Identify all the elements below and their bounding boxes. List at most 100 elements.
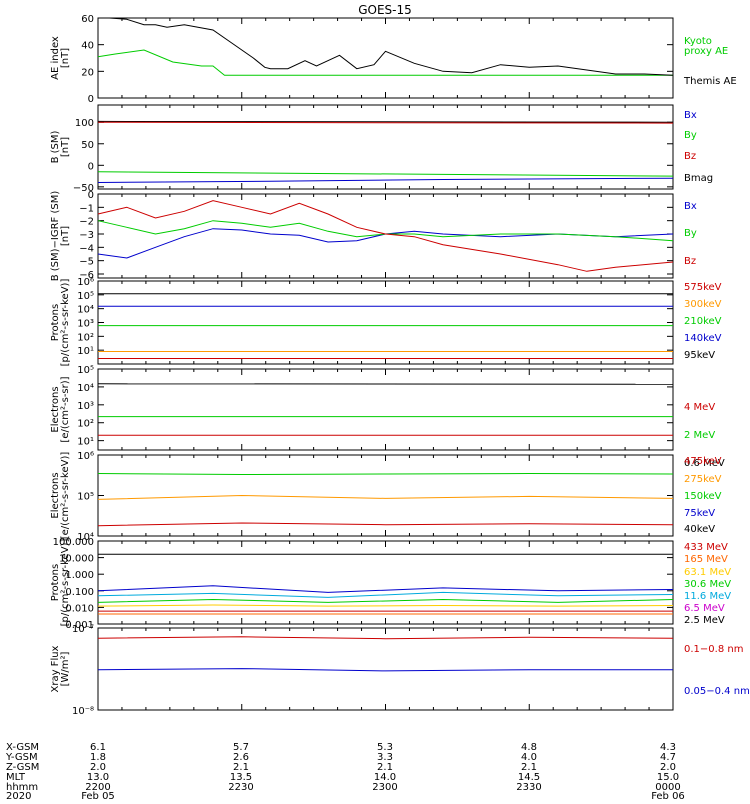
x-axis-value: 1.8 (90, 752, 106, 763)
y-tick-label: 10² (77, 332, 94, 343)
y-axis-label: [W/m²] (60, 651, 71, 686)
panel-4: 10¹ 10² 10³ 10⁴ 10⁵ 10⁶ Protons [p/(cm²-s-sr-ke… (50, 277, 722, 366)
legend-entry: 275keV (684, 474, 722, 485)
x-axis-value: 13.5 (230, 772, 252, 783)
x-axis-value: 2200 (85, 782, 110, 793)
x-axis-value: 13.0 (87, 772, 109, 783)
panel-3: −6 −5 −4 −3 −2 −1 0 B (SM)−IGRF (SM) [nT] Bx By Bz (50, 190, 697, 281)
legend-entry: Kyoto (684, 36, 712, 47)
chart-title: GOES-15 (358, 3, 412, 17)
y-tick-label: 20 (81, 67, 94, 78)
y-tick-label: 10⁻⁷ (72, 624, 94, 635)
y-tick-label: 40 (81, 41, 94, 52)
series-line-6-3 (97, 472, 674, 476)
y-tick-label: −4 (79, 243, 94, 254)
y-tick-label: 10¹ (77, 437, 94, 448)
y-tick-label: 10³ (77, 401, 94, 412)
series-line-5-3 (97, 383, 674, 385)
y-axis-label: B (SM) (50, 130, 61, 163)
legend-entry: 4 MeV (684, 402, 715, 413)
x-axis-value: 2.0 (90, 762, 106, 773)
panel-frame (97, 17, 674, 99)
y-tick-label: 60 (81, 14, 94, 25)
y-tick-label: 0.100 (65, 587, 94, 598)
panel-7: 0.001 0.010 0.100 1.000 10.000 100.000 Protons… (50, 537, 731, 631)
legend-entry: 0.05−0.4 nm (684, 686, 750, 697)
y-tick-label: 100.000 (53, 537, 94, 548)
panel-frame (97, 104, 674, 190)
x-axis-value: 4.0 (521, 752, 537, 763)
legend-entry: Bz (684, 151, 696, 162)
y-tick-label: −1 (79, 203, 94, 214)
legend-entry: 575keV (684, 282, 722, 293)
x-row-label: MLT (6, 772, 26, 783)
series-line-1-1 (97, 49, 673, 76)
x-axis-value: 2300 (372, 782, 397, 793)
y-tick-label: 10⁵ (77, 492, 94, 503)
x-axis-value: Feb 06 (651, 791, 685, 800)
legend-entry: By (684, 228, 697, 239)
y-tick-label: 10⁵ (77, 365, 94, 376)
x-axis-value: 2330 (516, 782, 541, 793)
series-line-3-1 (97, 228, 674, 259)
y-tick-label: 10³ (77, 319, 94, 330)
legend-entry: 0.1−0.8 nm (684, 644, 743, 655)
legend-entry: 95keV (684, 350, 715, 361)
y-tick-label: 50 (81, 140, 94, 151)
legend-entry: 0.6 MeV (684, 458, 725, 469)
x-axis-value: 2.1 (377, 762, 393, 773)
y-axis-label: [p/(cm²-s-sr-keV)] (60, 539, 71, 627)
y-tick-label: 0 (88, 161, 94, 172)
legend-entry: 30.6 MeV (684, 579, 731, 590)
series-line-2-1 (97, 120, 674, 123)
x-axis-value: 2.6 (233, 752, 249, 763)
legend-entry: Themis AE (683, 76, 737, 87)
y-axis-label: B (SM)−IGRF (SM) (50, 191, 61, 282)
y-tick-label: 10.000 (59, 554, 94, 565)
panel-8: 10⁻⁸ 10⁻⁷ Xray Flux [W/m²] 0.1−0.8 nm 0.05−0.… (50, 624, 750, 717)
legend-entry: 63.1 MeV (684, 567, 731, 578)
x-axis-value: 14.0 (374, 772, 396, 783)
x-axis-value: 14.5 (518, 772, 540, 783)
legend-entry: 210keV (684, 316, 722, 327)
legend-entry: Bz (684, 256, 696, 267)
y-tick-label: 10⁵ (77, 291, 94, 302)
x-axis-value: 0000 (655, 782, 680, 793)
y-tick-label: 10⁴ (77, 383, 94, 394)
y-axis-label: Protons (50, 564, 61, 601)
legend-entry: 40keV (684, 524, 715, 535)
legend-entry: 2 MeV (684, 430, 715, 441)
legend-entry: proxy AE (684, 46, 728, 57)
series-line-7-4 (97, 598, 674, 603)
y-tick-label: 10² (77, 419, 94, 430)
y-tick-label: −5 (79, 257, 94, 268)
x-row-label: X-GSM (6, 742, 39, 753)
x-axis-value: 4.3 (660, 742, 676, 753)
y-axis-label: AE index (50, 36, 61, 80)
series-line-7-3 (97, 591, 674, 598)
y-tick-label: 0 (88, 190, 94, 201)
series-line-8-2 (97, 668, 673, 672)
x-row-label: hhmm (6, 782, 38, 793)
legend-entry: 140keV (684, 333, 722, 344)
y-tick-label: −50 (73, 183, 94, 194)
legend-entry: Bx (684, 201, 697, 212)
legend-entry: By (684, 130, 697, 141)
series-line-3-2 (97, 220, 674, 242)
legend-entry: Bx (684, 110, 697, 121)
y-axis-label: Electrons (50, 472, 61, 518)
x-axis-value: 6.1 (90, 742, 106, 753)
legend-entry: 2.5 MeV (684, 615, 725, 626)
y-axis-label: [nT] (60, 226, 71, 246)
y-tick-label: −3 (79, 230, 94, 241)
series-line-2-3 (97, 171, 674, 177)
y-tick-label: 0.001 (65, 620, 94, 631)
x-axis-value: 4.7 (660, 752, 676, 763)
y-axis-label: Protons (50, 304, 61, 341)
x-axis-value: 3.3 (377, 752, 393, 763)
series-line-6-2 (97, 494, 674, 500)
x-row-label: Z-GSM (6, 762, 39, 773)
